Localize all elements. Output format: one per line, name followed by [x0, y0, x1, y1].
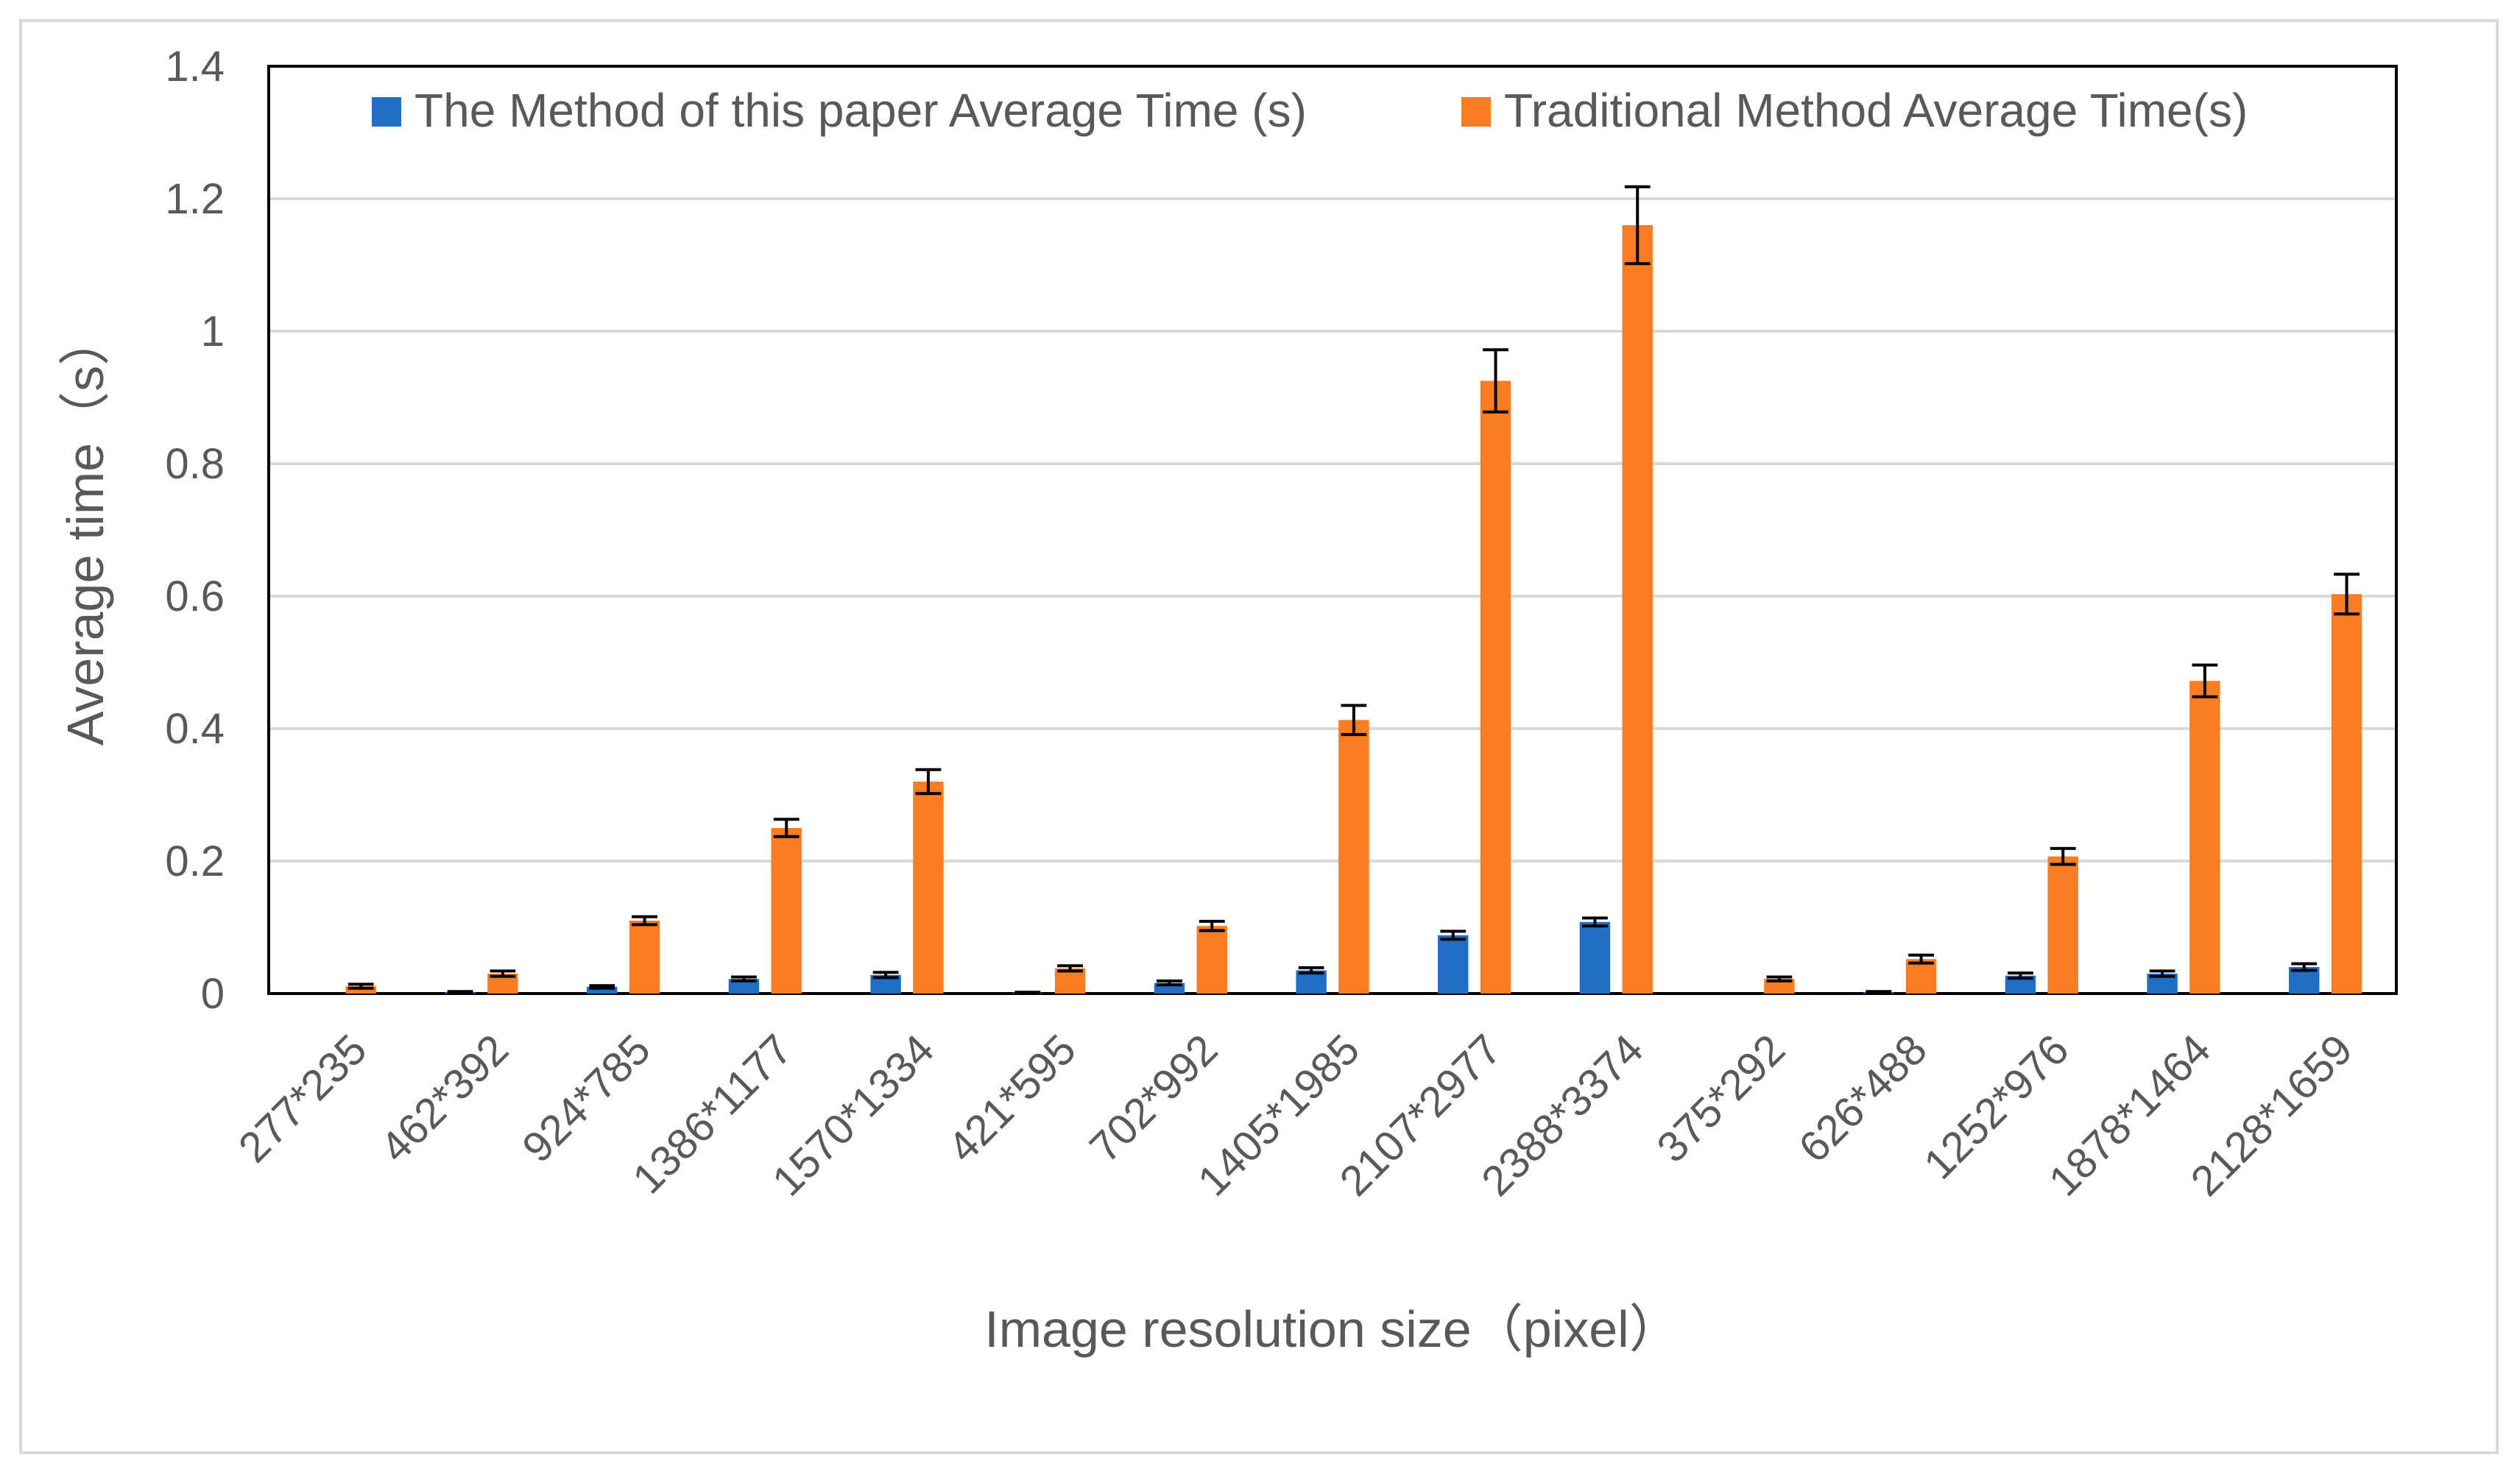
bar: [345, 986, 376, 994]
chart-frame: [19, 19, 2499, 1454]
bar: [1622, 225, 1653, 994]
bar: [587, 987, 618, 994]
bar: [2331, 594, 2362, 994]
bar: [1196, 926, 1227, 994]
bar: [1054, 968, 1086, 994]
x-tick-label: 421*595: [939, 1025, 1085, 1172]
bar: [1905, 959, 1937, 994]
y-tick-label: 1.2: [165, 175, 225, 223]
bar: [913, 782, 944, 994]
gridlines: [269, 197, 2396, 863]
x-tick-label: 462*392: [371, 1025, 518, 1172]
bar: [728, 979, 760, 994]
x-tick-label: 375*292: [1648, 1025, 1794, 1172]
bar: [1764, 979, 1795, 994]
y-tick-label: 1: [201, 308, 225, 355]
bar: [2189, 681, 2220, 994]
y-axis-title: Average time（s）: [57, 314, 114, 746]
y-tick-label: 0: [201, 970, 225, 1018]
legend: The Method of this paper Average Time (s…: [372, 84, 2248, 137]
y-tick-label: 0.6: [165, 573, 225, 620]
legend-label: Traditional Method Average Time(s): [1504, 84, 2248, 137]
x-tick-label: 924*785: [513, 1025, 660, 1172]
y-tick-label: 0.2: [165, 838, 225, 885]
y-tick-label: 1.4: [165, 43, 225, 91]
legend-swatch: [372, 97, 401, 127]
x-axis-title: Image resolution size（pixel）: [984, 1300, 1680, 1358]
bar: [1438, 935, 1469, 994]
bar: [771, 828, 802, 994]
x-tick-label: 626*488: [1790, 1025, 1936, 1172]
plot-area-border: [267, 65, 2398, 995]
legend-label: The Method of this paper Average Time (s…: [414, 84, 1307, 137]
x-tick-label: 277*235: [230, 1025, 376, 1172]
y-axis-ticks: 0 0.2 0.4 0.6 0.8 1 1.2 1.4: [165, 43, 225, 1018]
y-tick-label: 0.4: [165, 705, 225, 753]
bar: [1338, 720, 1369, 994]
bar: [1480, 380, 1511, 994]
bar: [629, 921, 660, 994]
y-tick-label: 0.8: [165, 440, 225, 488]
x-axis-ticks: 277*235462*392924*7851386*11771570*13344…: [230, 1025, 2362, 1205]
legend-swatch: [1461, 97, 1491, 127]
bar: [2047, 856, 2078, 994]
bar: [1579, 921, 1611, 994]
bars: [306, 185, 2362, 995]
x-tick-label: 702*992: [1081, 1025, 1227, 1172]
